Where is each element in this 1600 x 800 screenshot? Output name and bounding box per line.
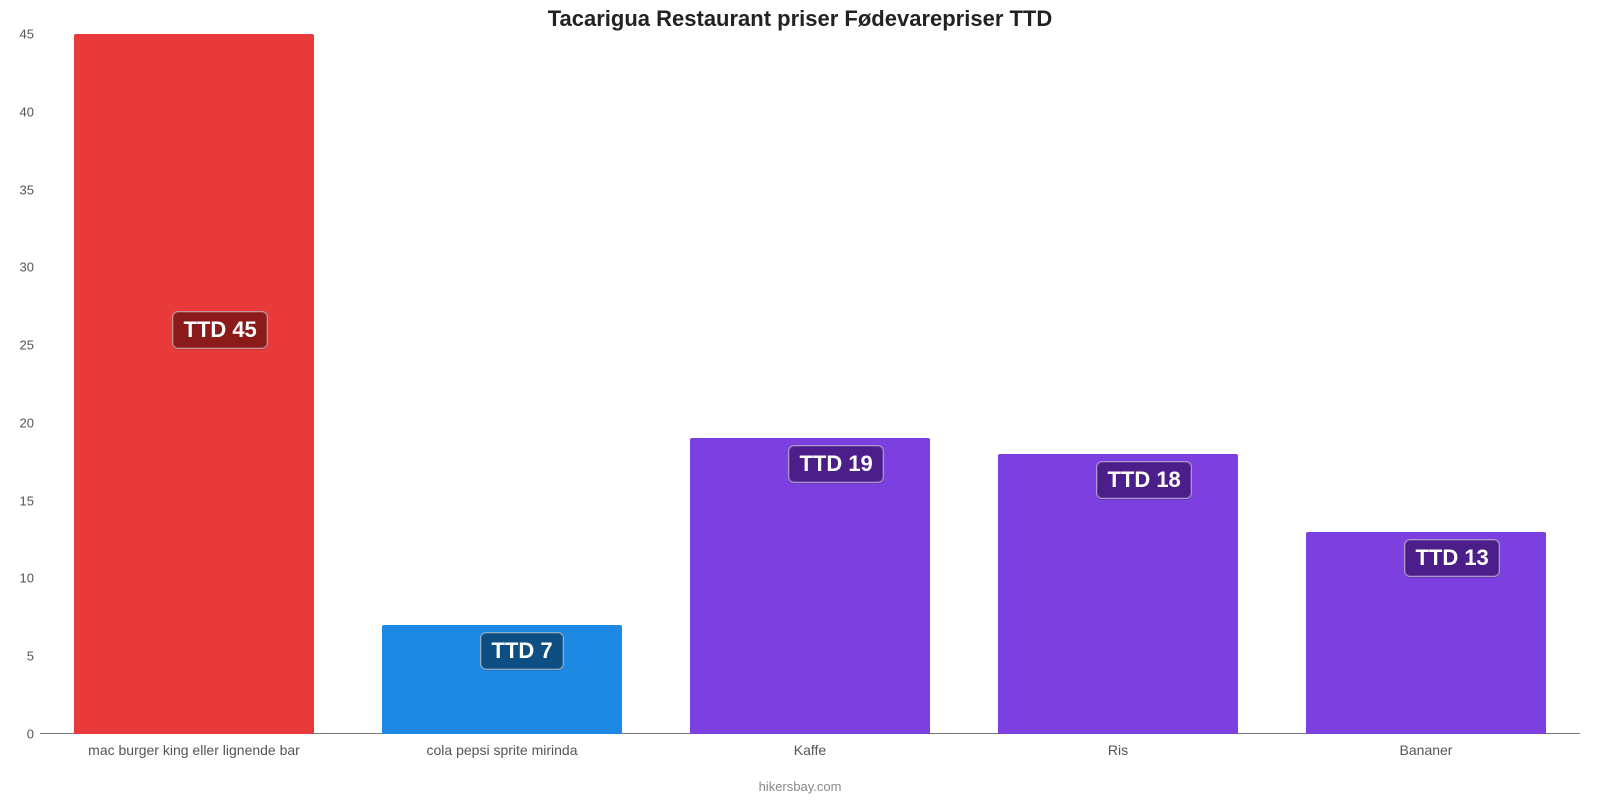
value-badge: TTD 19 — [788, 445, 883, 483]
x-tick-label: mac burger king eller lignende bar — [40, 742, 348, 758]
y-tick-label: 0 — [27, 727, 34, 742]
y-tick-label: 10 — [20, 571, 34, 586]
value-badge: TTD 18 — [1096, 461, 1191, 499]
y-tick-label: 30 — [20, 260, 34, 275]
bar-slot: TTD 7cola pepsi sprite mirinda — [348, 34, 656, 734]
y-tick-label: 40 — [20, 104, 34, 119]
y-tick-label: 20 — [20, 415, 34, 430]
y-tick-label: 45 — [20, 27, 34, 42]
x-tick-label: Ris — [964, 742, 1272, 758]
chart-container: Tacarigua Restaurant priser Fødevarepris… — [0, 0, 1600, 800]
y-tick-label: 35 — [20, 182, 34, 197]
value-badge: TTD 7 — [480, 632, 563, 670]
chart-attribution: hikersbay.com — [0, 779, 1600, 794]
bar-slot: TTD 18Ris — [964, 34, 1272, 734]
bar-slot: TTD 45mac burger king eller lignende bar — [40, 34, 348, 734]
value-badge: TTD 45 — [172, 311, 267, 349]
bar — [74, 34, 314, 734]
x-tick-label: cola pepsi sprite mirinda — [348, 742, 656, 758]
y-tick-label: 5 — [27, 649, 34, 664]
y-tick-label: 25 — [20, 338, 34, 353]
value-badge: TTD 13 — [1404, 539, 1499, 577]
chart-title: Tacarigua Restaurant priser Fødevarepris… — [0, 6, 1600, 32]
bar-slot: TTD 19Kaffe — [656, 34, 964, 734]
x-tick-label: Bananer — [1272, 742, 1580, 758]
y-tick-label: 15 — [20, 493, 34, 508]
plot-area: 051015202530354045TTD 45mac burger king … — [40, 34, 1580, 734]
x-tick-label: Kaffe — [656, 742, 964, 758]
bar-slot: TTD 13Bananer — [1272, 34, 1580, 734]
